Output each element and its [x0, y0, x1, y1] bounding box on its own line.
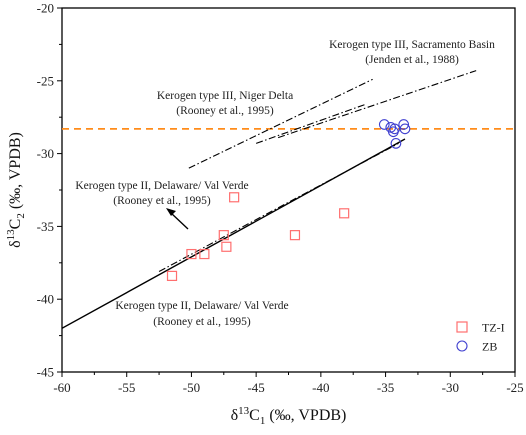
x-tick-label: -40: [312, 380, 329, 395]
axes: -60 -55 -50 -45 -40 -35 -30 -25 -45 -40 -35 -30 -25 -…: [37, 1, 524, 396]
data-point-zb: [390, 138, 402, 149]
axis-titles: δ13C1 (‰, VPDB) δ13C2 (‰, VPDB): [5, 132, 346, 427]
trend-line-delaware-solid: [62, 138, 406, 329]
annotation-arrow: [170, 212, 189, 230]
annotations: Kerogen type III, Sacramento Basin (Jende…: [75, 39, 495, 328]
data-point-tz-i: [199, 248, 210, 260]
x-axis-title: δ13C1 (‰, VPDB): [231, 405, 347, 427]
trend-line-sacramento: [277, 70, 477, 139]
data-point-tz-i: [289, 230, 301, 241]
data-layer: [62, 70, 515, 329]
legend: TZ-I ZB: [456, 321, 505, 354]
x-tick-label: -30: [442, 380, 459, 395]
data-point-tz-i: [339, 208, 350, 219]
x-tick-label: -50: [183, 380, 200, 395]
y-tick-label: -40: [37, 292, 54, 307]
annotation-delaware-upper-line-2: (Rooney et al., 1995): [113, 195, 211, 207]
trend-line-niger-delta-2: [255, 103, 367, 144]
annotation-arrow-head: [166, 208, 176, 216]
y-tick-label: -25: [37, 73, 54, 88]
x-tick-label: -60: [53, 380, 70, 395]
legend-label-zb: ZB: [482, 340, 497, 354]
data-point-tz-i: [218, 230, 229, 241]
x-tick-label: -25: [506, 380, 523, 395]
x-tick-label: -55: [118, 380, 135, 395]
data-point-tz-i: [229, 192, 240, 203]
annotation-delaware-lower-line-2: (Rooney et al., 1995): [153, 316, 251, 328]
data-point-tz-i: [186, 248, 197, 260]
data-point-zb: [399, 123, 411, 135]
y-axis-title: δ13C2 (‰, VPDB): [5, 132, 27, 248]
annotation-sacramento-line-1: Kerogen type III, Sacramento Basin: [329, 39, 495, 51]
y-tick-label: -20: [37, 1, 54, 16]
data-point-tz-i: [221, 241, 232, 252]
annotation-sacramento-line-2: (Jenden et al., 1988): [365, 54, 459, 66]
legend-label-tz-i: TZ-I: [482, 321, 505, 335]
legend-marker-zb: [456, 340, 468, 352]
x-tick-label: -45: [247, 380, 264, 395]
y-tick-label: -45: [37, 365, 54, 380]
x-tick-label: -35: [377, 380, 394, 395]
y-tick-label: -30: [37, 146, 54, 161]
data-point-tz-i: [166, 270, 178, 282]
data-point-zb: [378, 119, 390, 130]
annotation-niger-delta-line-1: Kerogen type III, Niger Delta: [157, 90, 293, 102]
y-tick-label: -35: [37, 219, 54, 234]
legend-marker-tz-i: [456, 321, 468, 333]
trend-line-delaware-dashdot: [158, 142, 399, 273]
annotation-niger-delta-line-2: (Rooney et al., 1995): [176, 105, 274, 117]
data-point-zb: [398, 119, 410, 130]
data-point-zb: [389, 123, 400, 135]
annotation-delaware-upper-line-1: Kerogen type II, Delaware/ Val Verde: [75, 180, 248, 192]
annotation-delaware-lower-line-1: Kerogen type II, Delaware/ Val Verde: [115, 300, 288, 312]
